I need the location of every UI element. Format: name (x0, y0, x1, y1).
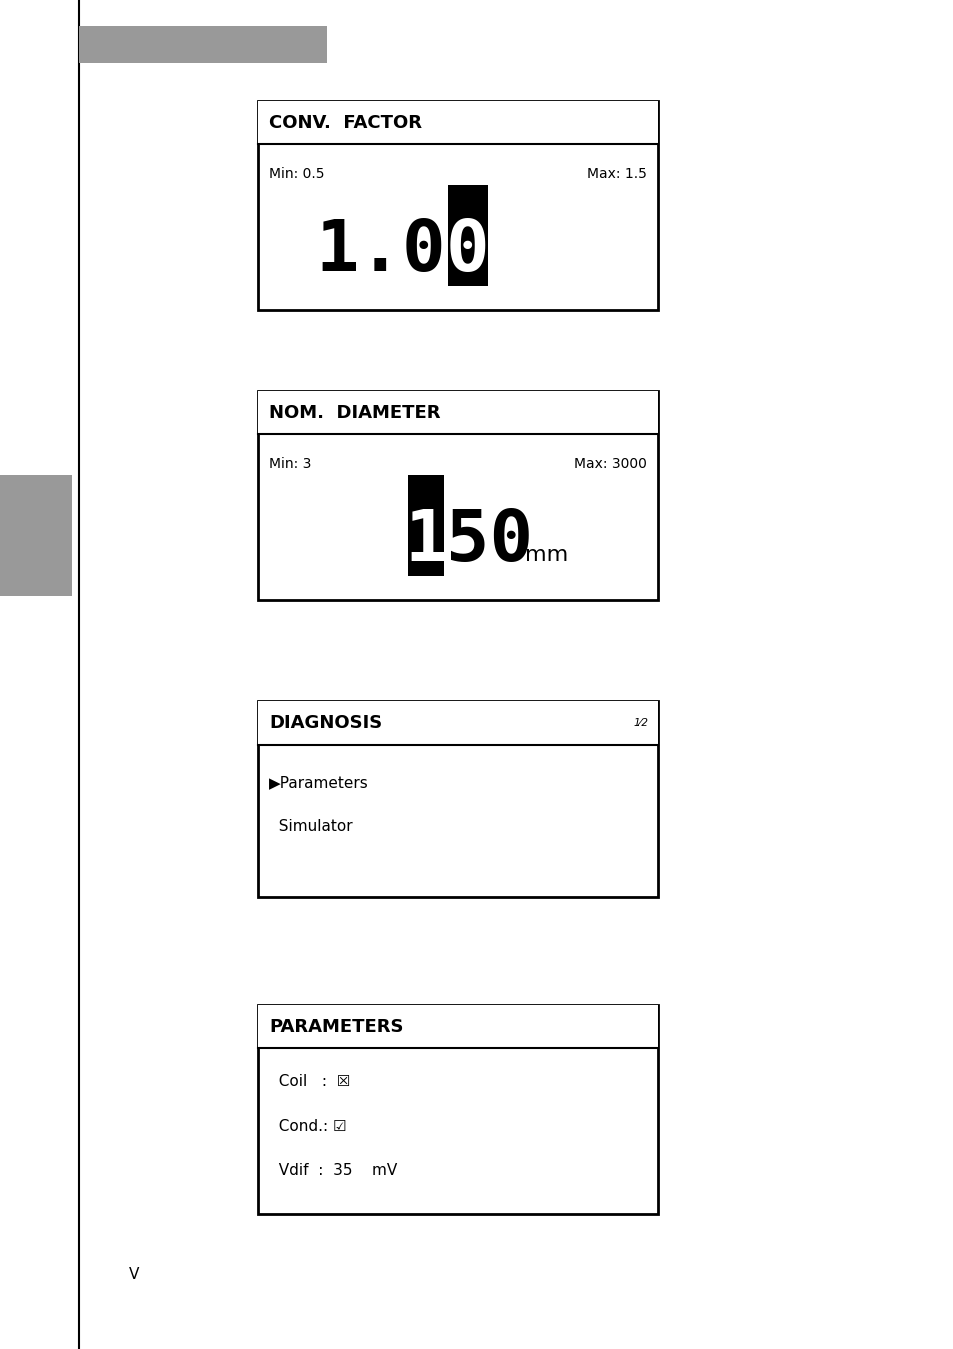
Bar (257, 101, 658, 310)
Text: Vdif  :  35    mV: Vdif : 35 mV (269, 1163, 396, 1179)
Text: Max: 3000: Max: 3000 (574, 457, 646, 471)
Bar (0, 475, 71, 596)
Text: PARAMETERS: PARAMETERS (269, 1017, 403, 1036)
Text: DIAGNOSIS: DIAGNOSIS (269, 714, 382, 733)
Bar (257, 391, 658, 600)
Bar (257, 391, 658, 434)
Text: Min: 0.5: Min: 0.5 (269, 167, 324, 181)
Text: ▶Parameters: ▶Parameters (269, 774, 369, 791)
Text: 1.0: 1.0 (315, 217, 445, 286)
Text: Min: 3: Min: 3 (269, 457, 311, 471)
Text: 0: 0 (446, 217, 489, 286)
Bar (257, 1005, 658, 1214)
Text: V: V (129, 1267, 139, 1283)
Bar (257, 701, 658, 745)
Text: mm: mm (525, 545, 568, 565)
Bar (79, 26, 327, 63)
Bar (257, 701, 658, 897)
Text: 1: 1 (404, 507, 447, 576)
Bar (408, 475, 444, 576)
Bar (257, 1005, 658, 1048)
Text: CONV.  FACTOR: CONV. FACTOR (269, 113, 421, 132)
Text: Simulator: Simulator (269, 819, 353, 835)
Text: 50: 50 (446, 507, 533, 576)
Text: NOM.  DIAMETER: NOM. DIAMETER (269, 403, 440, 422)
Bar (447, 185, 487, 286)
Bar (257, 101, 658, 144)
Text: Coil   :  ☒: Coil : ☒ (269, 1074, 350, 1090)
Text: 1⁄2: 1⁄2 (633, 718, 648, 728)
Text: Cond.: ☑: Cond.: ☑ (269, 1118, 346, 1135)
Text: Max: 1.5: Max: 1.5 (586, 167, 646, 181)
